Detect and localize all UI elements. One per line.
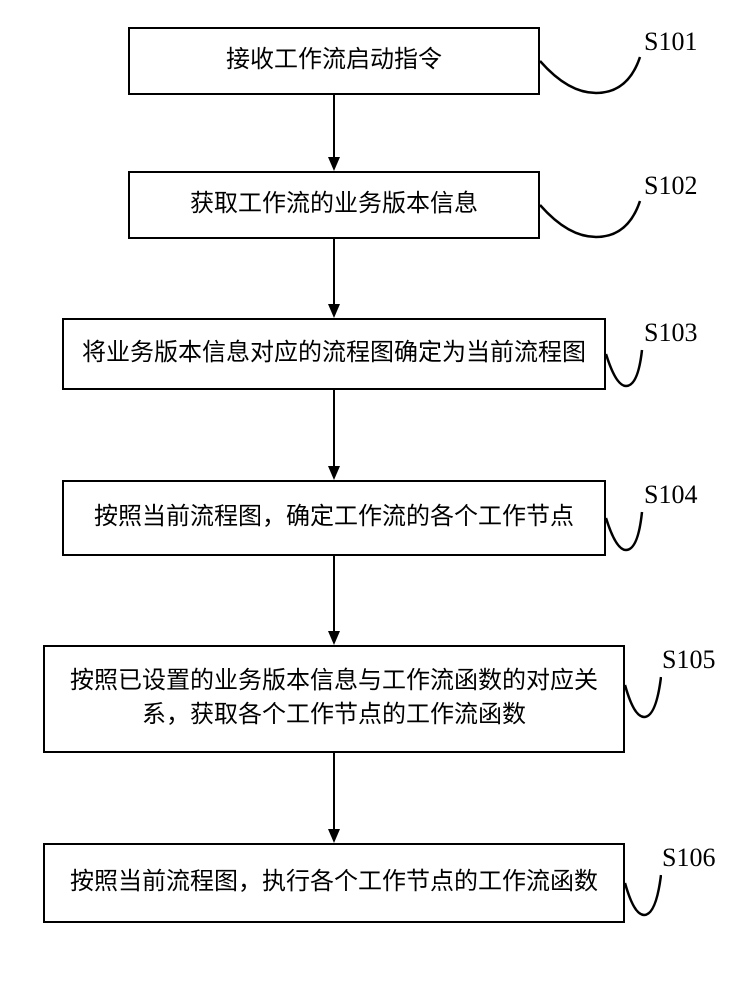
- flow-node-3: 将业务版本信息对应的流程图确定为当前流程图: [62, 318, 606, 390]
- arrow-4-5: [326, 556, 342, 645]
- flow-node-6-text: 按照当前流程图，执行各个工作节点的工作流函数: [70, 866, 598, 900]
- step-label-6: S106: [662, 843, 715, 873]
- flow-node-5: 按照已设置的业务版本信息与工作流函数的对应关系，获取各个工作节点的工作流函数: [43, 645, 625, 753]
- flow-node-1-text: 接收工作流启动指令: [226, 44, 442, 78]
- step-label-5: S105: [662, 645, 715, 675]
- hook-6: [625, 843, 662, 923]
- hook-4: [606, 480, 644, 556]
- flow-node-2-text: 获取工作流的业务版本信息: [190, 188, 478, 222]
- step-label-2: S102: [644, 171, 697, 201]
- step-label-3: S103: [644, 318, 697, 348]
- flow-node-4-text: 按照当前流程图，确定工作流的各个工作节点: [94, 501, 574, 535]
- arrow-1-2: [326, 95, 342, 171]
- flow-node-2: 获取工作流的业务版本信息: [128, 171, 540, 239]
- hook-3: [606, 318, 644, 390]
- flow-node-3-text: 将业务版本信息对应的流程图确定为当前流程图: [82, 337, 586, 371]
- arrow-5-6: [326, 753, 342, 843]
- step-label-4: S104: [644, 480, 697, 510]
- flow-node-4: 按照当前流程图，确定工作流的各个工作节点: [62, 480, 606, 556]
- flow-node-1: 接收工作流启动指令: [128, 27, 540, 95]
- hook-2: [540, 171, 644, 239]
- arrow-3-4: [326, 390, 342, 480]
- flow-node-5-text: 按照已设置的业务版本信息与工作流函数的对应关系，获取各个工作节点的工作流函数: [55, 665, 613, 732]
- hook-1: [540, 27, 644, 95]
- arrow-2-3: [326, 239, 342, 318]
- step-label-1: S101: [644, 27, 697, 57]
- flow-node-6: 按照当前流程图，执行各个工作节点的工作流函数: [43, 843, 625, 923]
- hook-5: [625, 645, 662, 725]
- flowchart-canvas: 接收工作流启动指令 获取工作流的业务版本信息 将业务版本信息对应的流程图确定为当…: [0, 0, 746, 1000]
